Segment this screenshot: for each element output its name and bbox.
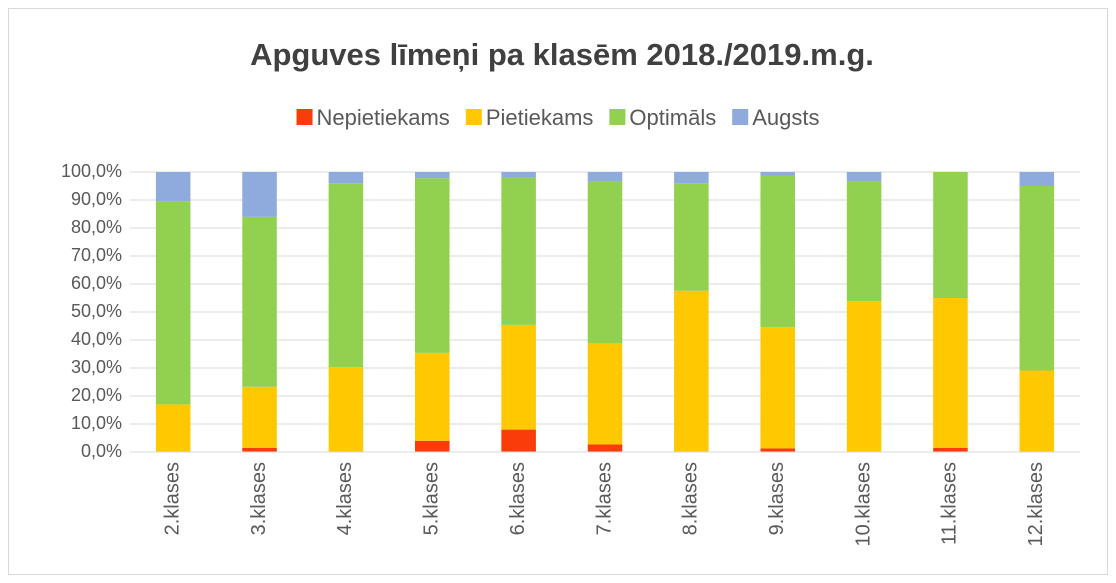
bar-segment — [760, 327, 795, 449]
bar-segment — [846, 301, 882, 452]
bar-segment — [415, 352, 450, 441]
legend-label: Pietiekams — [486, 105, 594, 130]
bar-segment — [1019, 370, 1055, 452]
bar-segment — [846, 181, 882, 302]
bar-segment — [933, 172, 968, 298]
y-tick-label: 80,0% — [71, 217, 122, 237]
legend-swatch — [732, 109, 749, 125]
bar-segment — [760, 175, 795, 328]
bar-segment — [760, 448, 795, 452]
bar-segment — [242, 386, 277, 448]
bar-segment — [674, 183, 709, 291]
x-tick-label: 4.klases — [334, 462, 356, 535]
bar-segment — [155, 201, 191, 405]
bar-segment — [242, 172, 277, 217]
legend-swatch — [296, 109, 313, 125]
bar-segment — [846, 172, 882, 182]
y-tick-label: 0,0% — [81, 441, 122, 461]
legend-label: Optimāls — [629, 105, 716, 130]
bar-segment — [674, 290, 709, 452]
bar-segment — [155, 404, 191, 452]
legend-label: Nepietiekams — [317, 105, 450, 130]
bar-segment — [242, 216, 277, 387]
bar-segment — [587, 172, 623, 182]
x-tick-label: 5.klases — [421, 462, 443, 535]
bar-segment — [501, 177, 536, 325]
bar-segment — [155, 172, 191, 202]
bar-segment — [415, 440, 450, 452]
x-tick-label: 11.klases — [939, 462, 961, 545]
bar-segment — [933, 298, 968, 448]
bar-segment — [328, 172, 364, 184]
x-tick-label: 6.klases — [507, 462, 529, 535]
y-tick-label: 40,0% — [71, 329, 122, 349]
legend-swatch — [609, 109, 626, 125]
y-tick-label: 10,0% — [71, 413, 122, 433]
legend-swatch — [465, 109, 482, 125]
y-tick-label: 60,0% — [71, 273, 122, 293]
bar-segment — [674, 172, 709, 184]
chart-frame — [8, 8, 1108, 575]
x-tick-label: 12.klases — [1025, 462, 1047, 547]
y-tick-label: 20,0% — [71, 385, 122, 405]
bar-segment — [1019, 172, 1055, 186]
chart-title: Apguves līmeņi pa klasēm 2018./2019.m.g. — [250, 37, 874, 72]
x-tick-label: 10.klases — [852, 462, 874, 547]
x-tick-label: 7.klases — [593, 462, 615, 535]
bar-segment — [1019, 186, 1055, 371]
y-tick-label: 70,0% — [71, 245, 122, 265]
legend-label: Augsts — [752, 105, 819, 130]
x-tick-label: 3.klases — [248, 462, 270, 535]
y-tick-label: 30,0% — [71, 357, 122, 377]
bar-segment — [587, 181, 623, 344]
bar-segment — [587, 444, 623, 452]
y-tick-label: 100,0% — [61, 161, 122, 181]
bar-segment — [415, 172, 450, 179]
bar-segment — [501, 429, 536, 452]
y-tick-label: 50,0% — [71, 301, 122, 321]
x-tick-label: 8.klases — [680, 462, 702, 535]
y-tick-label: 90,0% — [71, 189, 122, 209]
bar-segment — [328, 367, 364, 452]
bar-segment — [501, 172, 536, 178]
bar-segment — [587, 343, 623, 445]
bar-segment — [415, 178, 450, 353]
bar-segment — [501, 324, 536, 430]
bar-segment — [328, 183, 364, 368]
bar-segment — [760, 172, 795, 176]
x-tick-label: 9.klases — [766, 462, 788, 535]
x-tick-label: 2.klases — [161, 462, 183, 535]
bar-segment — [242, 447, 277, 452]
bar-segment — [933, 447, 968, 452]
